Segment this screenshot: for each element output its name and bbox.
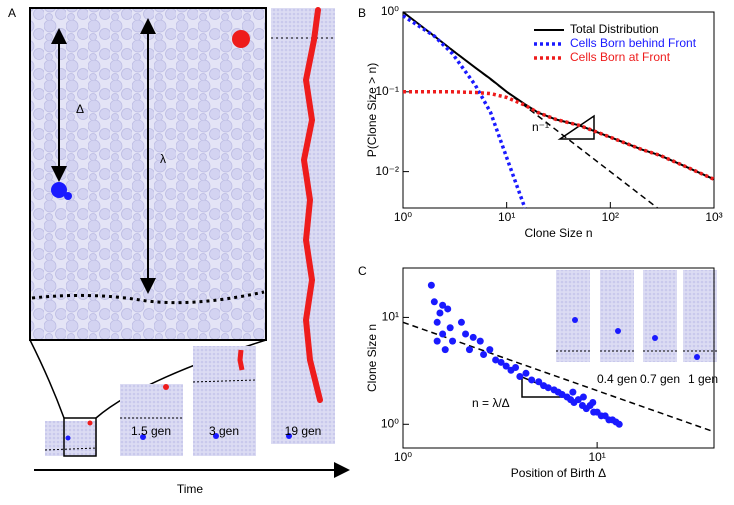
snapshot-2 (193, 346, 256, 456)
inset-snapshot (556, 270, 590, 362)
point (589, 398, 597, 406)
point (441, 346, 449, 354)
blue-cell (694, 354, 700, 360)
point (492, 356, 500, 364)
point (528, 376, 536, 384)
x-axis-label: Position of Birth Δ (511, 466, 606, 480)
y-tick-label: 10¹ (382, 310, 399, 324)
inset-label: 1 gen (688, 372, 718, 386)
inset-snapshot (643, 270, 677, 362)
blue-cell (65, 435, 71, 441)
inset-label: 0.7 gen (640, 372, 680, 386)
y-tick-label: 10⁻² (375, 164, 399, 178)
inset-snapshot (600, 270, 634, 362)
x-axis-label: Clone Size n (524, 226, 592, 240)
y-tick-label: 10⁰ (381, 416, 399, 430)
series-line (402, 14, 527, 209)
point (439, 301, 447, 309)
point (439, 330, 447, 338)
point (512, 363, 520, 371)
point (427, 281, 435, 289)
point (522, 369, 530, 377)
point (476, 337, 484, 345)
strip-19gen (271, 8, 335, 444)
plot-frame (402, 267, 715, 449)
panel-label: C (358, 264, 367, 278)
legend-label: Total Distribution (570, 22, 659, 36)
y-tick-label: 10⁻¹ (375, 84, 399, 98)
inset-label: 0.4 gen (597, 372, 637, 386)
blue-cell (652, 335, 658, 341)
snapshot-0 (45, 421, 97, 456)
point (446, 324, 454, 332)
point (465, 346, 473, 354)
point (497, 358, 505, 366)
point (457, 318, 465, 326)
x-tick-label: 10¹ (588, 450, 605, 464)
front-line (192, 379, 257, 383)
blue-cell (64, 192, 72, 200)
point (480, 350, 488, 358)
blue-cell (286, 433, 292, 439)
lambda-label: λ (160, 152, 166, 166)
x-tick-label: 10² (602, 210, 619, 224)
snapshot-label: 3 gen (209, 424, 239, 438)
point (544, 384, 552, 392)
point (615, 420, 623, 428)
front-line (44, 447, 98, 451)
snapshot-label: 19 gen (285, 424, 322, 438)
point (502, 362, 510, 370)
point (486, 346, 494, 354)
panel-label: B (358, 6, 366, 20)
point (436, 309, 444, 317)
point (430, 298, 438, 306)
inset (556, 270, 717, 362)
plot-frame (402, 11, 715, 209)
x-tick-label: 10³ (705, 210, 722, 224)
point (535, 378, 543, 386)
red-clone (300, 7, 323, 403)
inset-snapshot (683, 270, 717, 362)
annotation: n = λ/Δ (472, 396, 510, 410)
blue-cell (213, 433, 219, 439)
delta-label: Δ (76, 102, 84, 116)
panel-label: A (8, 6, 16, 20)
x-tick-label: 10¹ (498, 210, 515, 224)
red-cell (87, 420, 93, 426)
point (469, 333, 477, 341)
series-line (403, 90, 715, 181)
time-label: Time (177, 482, 204, 496)
point (449, 337, 457, 345)
blue-cell (51, 182, 67, 198)
slope-triangle (557, 114, 595, 140)
snapshot-1 (120, 384, 183, 456)
point (516, 373, 524, 381)
red-cell (163, 384, 169, 390)
front-line (31, 290, 265, 305)
blue-cell (140, 434, 146, 440)
zoom-region (63, 417, 97, 457)
x-tick-label: 10⁰ (394, 210, 412, 224)
y-axis-label: P(Clone Size > n) (365, 63, 379, 157)
legend-label: Cells Born behind Front (570, 36, 697, 50)
annotation: n⁻¹ (532, 120, 549, 134)
y-axis-label: Clone Size n (365, 324, 379, 392)
blue-cell (615, 328, 621, 334)
red-clone (237, 349, 245, 371)
point (433, 318, 441, 326)
x-tick-label: 10⁰ (394, 450, 412, 464)
legend-label: Cells Born at Front (570, 50, 671, 64)
point (569, 388, 577, 396)
point (579, 393, 587, 401)
y-tick-label: 10⁰ (381, 4, 399, 18)
point (433, 337, 441, 345)
point (444, 305, 452, 313)
red-cell (232, 30, 250, 48)
snapshot-label: 1.5 gen (131, 424, 171, 438)
blue-cell (572, 317, 578, 323)
point (462, 330, 470, 338)
